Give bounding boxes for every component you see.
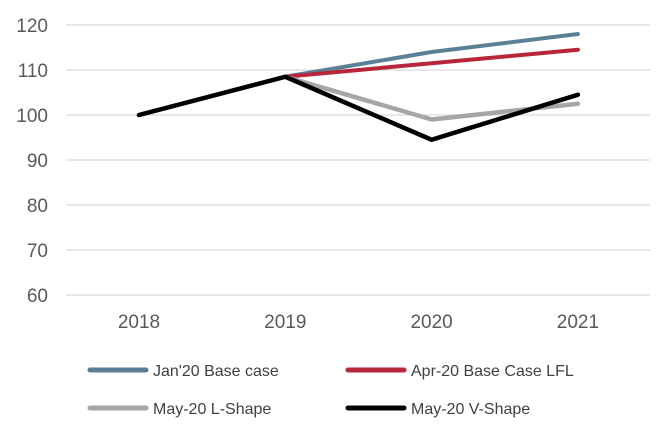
x-tick-label: 2018 [118,312,160,333]
series-line [136,74,581,142]
x-tick-label: 2021 [557,312,599,333]
y-tick-label: 120 [16,16,48,37]
series-line [137,32,580,117]
y-tick-label: 100 [16,106,48,127]
series-lines [136,32,581,142]
x-tick-label: 2019 [264,312,306,333]
legend: Jan'20 Base case Apr-20 Base Case LFL May-… [87,363,574,418]
series-line [137,47,580,117]
y-tick-label: 90 [27,151,48,172]
legend-label: May-20 V-Shape [411,401,530,418]
y-tick-label: 80 [27,196,48,217]
legend-label: Apr-20 Base Case LFL [411,363,574,380]
legend-label: Jan'20 Base case [153,363,279,380]
legend-label: May-20 L-Shape [153,401,271,418]
y-tick-label: 110 [18,61,48,82]
y-tick-label: 60 [27,286,48,307]
y-tick-label: 70 [27,241,48,262]
y-axis-tick-labels: 60 70 80 90 100 110 120 [16,16,48,307]
x-axis-tick-labels: 2018 2019 2020 2021 [118,312,599,333]
x-tick-label: 2020 [410,312,452,333]
